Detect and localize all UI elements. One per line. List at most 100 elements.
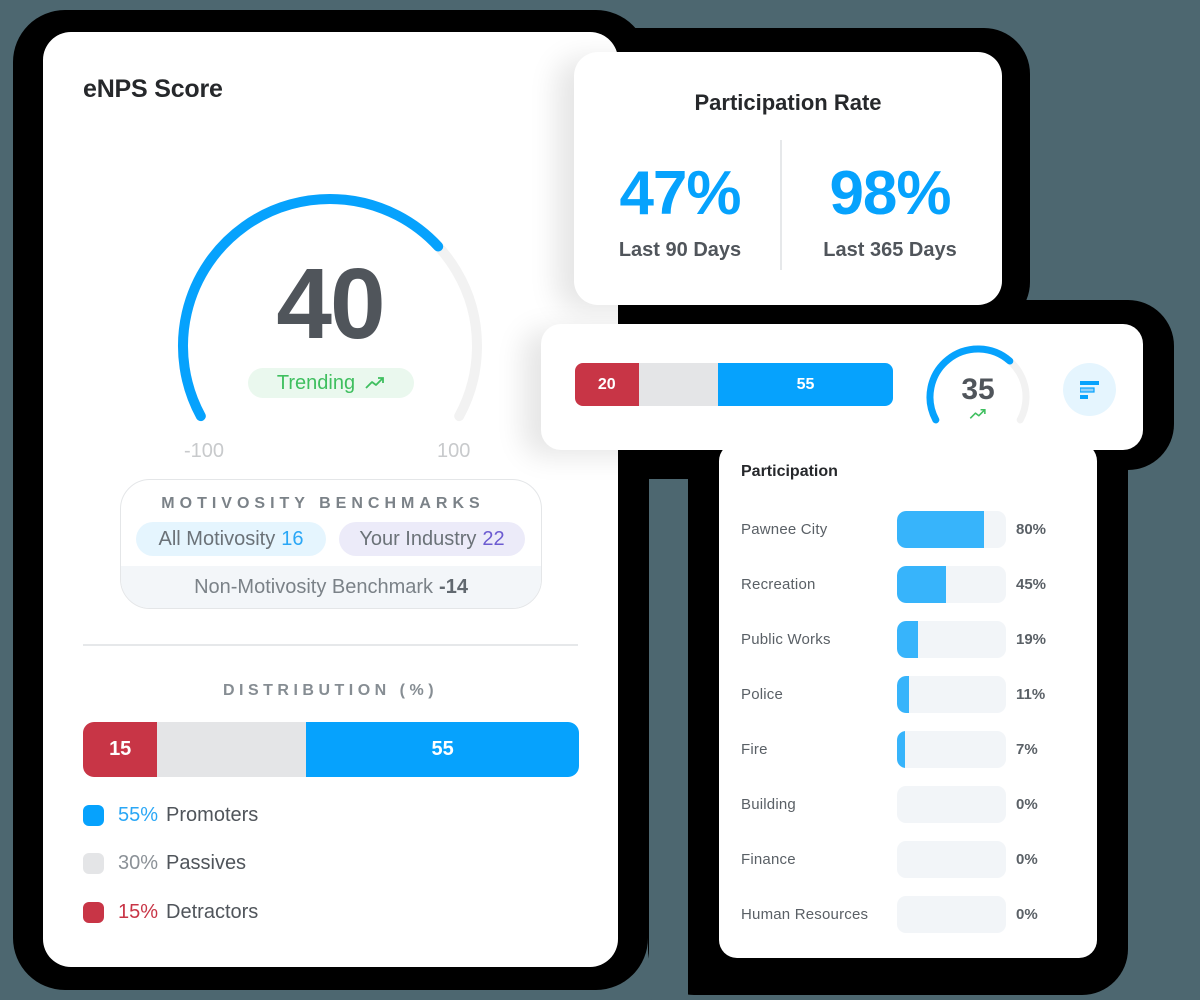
progress-fill <box>897 731 905 768</box>
participation-percent: 7% <box>1016 741 1038 758</box>
department-name: Building <box>741 796 796 813</box>
stat-value: 98% <box>829 159 951 228</box>
promoters-segment: 55 <box>306 722 579 777</box>
promoters-swatch <box>83 804 104 826</box>
progress-fill <box>897 511 985 548</box>
participation-percent: 0% <box>1016 851 1038 868</box>
benchmark-value: -14 <box>439 575 468 598</box>
legend-label: Detractors <box>166 900 259 923</box>
benchmark-label: All Motivosity <box>158 527 276 550</box>
department-name: Recreation <box>741 576 816 593</box>
participation-percent: 0% <box>1016 796 1038 813</box>
participation-rate-card: Participation Rate 47% Last 90 Days 98% … <box>574 52 1002 305</box>
mini-enps-gauge <box>926 345 1030 424</box>
participation-percent: 45% <box>1016 576 1047 593</box>
card-title: Participation <box>741 463 838 480</box>
progress-fill <box>897 621 918 658</box>
progress-fill <box>897 566 947 603</box>
list-item: Human Resources 0% <box>741 896 1081 933</box>
department-name: Human Resources <box>741 906 869 923</box>
legend-percent: 15% <box>118 900 159 923</box>
legend-percent: 30% <box>118 852 159 874</box>
list-item: Finance 0% <box>741 841 1081 878</box>
background-gap <box>649 479 688 1000</box>
participation-list: Pawnee City 80% Recreation 45% Public Wo… <box>741 511 1081 951</box>
your-industry-benchmark: Your Industry 22 <box>339 522 525 556</box>
enps-gauge <box>178 194 482 422</box>
all-motivosity-benchmark: All Motivosity 16 <box>136 522 326 556</box>
list-item: Pawnee City 80% <box>741 511 1081 548</box>
progress-track <box>897 786 1006 823</box>
progress-track <box>897 731 1006 768</box>
stat-last-90-days: 47% Last 90 Days <box>580 159 780 262</box>
motivosity-benchmarks: MOTIVOSITY BENCHMARKS All Motivosity 16 … <box>120 479 542 609</box>
summary-row-card: 20 55 35 <box>541 324 1143 450</box>
legend-item-passives: 30% Passives <box>83 852 258 875</box>
trending-up-icon <box>365 377 384 389</box>
department-name: Fire <box>741 741 768 758</box>
sort-bars-button[interactable] <box>1063 363 1116 416</box>
legend-item-promoters: 55% Promoters <box>83 804 258 826</box>
participation-percent: 11% <box>1016 686 1046 703</box>
benchmark-value: 16 <box>281 527 304 550</box>
promoters-segment: 55 <box>718 363 893 406</box>
department-name: Pawnee City <box>741 521 828 538</box>
participation-percent: 0% <box>1016 906 1038 923</box>
enps-score-card: eNPS Score 40 Trending -100 100 MOTIVOSI… <box>43 32 618 967</box>
non-motivosity-benchmark: Non-Motivosity Benchmark -14 <box>121 566 541 608</box>
list-item: Police 11% <box>741 676 1081 713</box>
progress-track <box>897 511 1006 548</box>
stat-label: Last 90 Days <box>618 239 742 261</box>
participation-card: Participation Pawnee City 80% Recreation… <box>719 443 1097 958</box>
stat-value: 47% <box>619 159 741 228</box>
gauge-fill <box>926 345 1014 424</box>
participation-percent: 19% <box>1016 631 1047 648</box>
card-title: eNPS Score <box>83 75 223 103</box>
distribution-title: DISTRIBUTION (%) <box>222 682 439 699</box>
participation-percent: 80% <box>1016 521 1047 538</box>
stat-last-365-days: 98% Last 365 Days <box>790 159 990 262</box>
gauge-fill <box>178 194 444 422</box>
detractors-segment: 15 <box>83 722 158 777</box>
distribution-bar: 15 55 <box>83 722 579 777</box>
progress-track <box>897 676 1006 713</box>
distribution-bar: 20 55 <box>575 363 893 406</box>
trending-up-icon <box>969 408 986 419</box>
card-title: Participation Rate <box>694 90 882 115</box>
list-item: Public Works 19% <box>741 621 1081 658</box>
progress-fill <box>897 676 909 713</box>
benchmarks-title: MOTIVOSITY BENCHMARKS <box>161 495 485 512</box>
legend-label: Promoters <box>166 803 259 826</box>
progress-track <box>897 621 1006 658</box>
passives-segment <box>157 722 307 777</box>
trending-label: Trending <box>276 371 356 394</box>
divider <box>83 644 578 646</box>
department-name: Finance <box>741 851 796 868</box>
progress-track <box>897 896 1006 933</box>
passives-swatch <box>83 853 104 874</box>
department-name: Public Works <box>741 631 831 648</box>
list-item: Recreation 45% <box>741 566 1081 603</box>
gauge-max-label: 100 <box>437 440 471 462</box>
gauge-min-label: -100 <box>184 440 225 462</box>
department-name: Police <box>741 686 784 703</box>
benchmark-label: Your Industry <box>359 527 477 550</box>
legend-percent: 55% <box>118 803 159 826</box>
trending-badge: Trending <box>248 368 414 398</box>
progress-track <box>897 841 1006 878</box>
benchmark-label: Non-Motivosity Benchmark <box>194 575 434 598</box>
enps-score-value: 40 <box>276 248 385 360</box>
legend-item-detractors: 15% Detractors <box>83 901 258 923</box>
progress-track <box>897 566 1006 603</box>
sort-bars-icon <box>1079 380 1099 399</box>
benchmark-value: 22 <box>482 527 505 550</box>
mini-score-value: 35 <box>961 373 995 406</box>
legend-label: Passives <box>166 852 247 874</box>
divider <box>780 140 782 270</box>
detractors-segment: 20 <box>575 363 639 406</box>
distribution-legend: 55% Promoters 30% Passives 15% Detractor… <box>83 804 258 950</box>
stat-label: Last 365 Days <box>823 239 957 261</box>
detractors-swatch <box>83 901 104 923</box>
list-item: Building 0% <box>741 786 1081 823</box>
list-item: Fire 7% <box>741 731 1081 768</box>
